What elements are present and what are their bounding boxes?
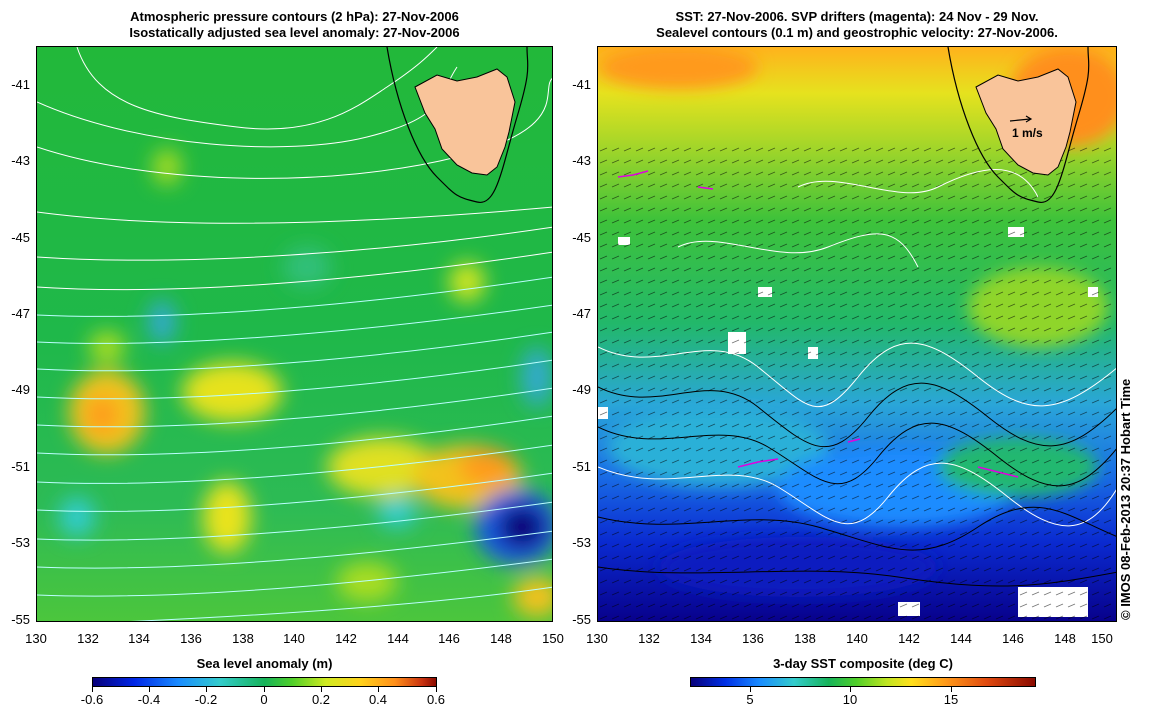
right-colorbar-tick-mark	[951, 687, 952, 692]
right-x-tick: 142	[898, 631, 920, 646]
right-x-tick: 130	[586, 631, 608, 646]
tasmania-land	[414, 68, 516, 176]
left-y-tick: -49	[11, 382, 30, 397]
sst-colorbar	[690, 677, 1036, 687]
left-x-tick: 140	[283, 631, 305, 646]
right-colorbar-tick: 10	[842, 692, 858, 707]
velocity-scale-arrow: 1 m/s	[1009, 115, 1043, 140]
right-title-line2: Sealevel contours (0.1 m) and geostrophi…	[656, 25, 1058, 40]
sea-level-anomaly-map	[36, 46, 553, 622]
left-colorbar-tick-mark	[378, 687, 379, 692]
left-x-tick: 130	[25, 631, 47, 646]
left-x-tick: 138	[232, 631, 254, 646]
left-x-tick: 136	[180, 631, 202, 646]
right-colorbar-tick-mark	[850, 687, 851, 692]
left-y-tick: -55	[11, 612, 30, 627]
right-colorbar-title: 3-day SST composite (deg C)	[773, 656, 953, 671]
left-colorbar-title: Sea level anomaly (m)	[196, 656, 333, 671]
left-title-line2: Isostatically adjusted sea level anomaly…	[129, 25, 460, 40]
right-x-tick: 138	[794, 631, 816, 646]
left-colorbar-tick-mark	[206, 687, 207, 692]
tasmania-coast-contour	[386, 47, 529, 203]
right-title-line1: SST: 27-Nov-2006. SVP drifters (magenta)…	[675, 9, 1039, 24]
right-y-tick: -51	[572, 459, 591, 474]
left-x-tick: 146	[438, 631, 460, 646]
pressure-contours	[37, 47, 552, 621]
left-colorbar-tick: 0.4	[368, 692, 388, 707]
left-colorbar-tick-mark	[264, 687, 265, 692]
right-colorbar-tick: 5	[746, 692, 754, 707]
left-colorbar-tick: 0.2	[311, 692, 331, 707]
left-y-tick: -41	[11, 77, 30, 92]
right-x-tick: 146	[1002, 631, 1024, 646]
right-y-tick: -45	[572, 230, 591, 245]
left-x-tick: 144	[387, 631, 409, 646]
left-y-tick: -43	[11, 153, 30, 168]
right-y-tick: -49	[572, 382, 591, 397]
right-y-tick: -53	[572, 535, 591, 550]
sst-plot: 1 m/s	[598, 47, 1116, 621]
sea-level-anomaly-colorbar	[92, 677, 437, 687]
svp-drifters	[617, 170, 1019, 478]
right-y-tick: -55	[572, 612, 591, 627]
sst-map: 1 m/s	[597, 46, 1117, 622]
left-y-tick: -53	[11, 535, 30, 550]
left-x-tick: 132	[77, 631, 99, 646]
sea-level-anomaly-plot	[37, 47, 552, 621]
left-y-tick: -47	[11, 306, 30, 321]
geostrophic-velocity-arrows	[598, 147, 1116, 621]
right-x-tick: 136	[742, 631, 764, 646]
left-colorbar-tick-mark	[149, 687, 150, 692]
right-y-tick: -41	[572, 77, 591, 92]
left-x-tick: 134	[128, 631, 150, 646]
left-map-title: Atmospheric pressure contours (2 hPa): 2…	[36, 9, 553, 41]
copyright-notice: © IMOS 08-Feb-2013 20:37 Hobart Time	[1118, 378, 1133, 620]
right-x-tick: 150	[1091, 631, 1113, 646]
right-x-tick: 132	[638, 631, 660, 646]
left-colorbar-tick-mark	[436, 687, 437, 692]
left-colorbar-tick: 0.6	[426, 692, 446, 707]
left-y-tick: -45	[11, 230, 30, 245]
left-x-tick: 150	[542, 631, 564, 646]
left-colorbar-tick: -0.2	[194, 692, 218, 707]
left-y-tick: -51	[11, 459, 30, 474]
right-colorbar-tick: 15	[943, 692, 959, 707]
right-x-tick: 134	[690, 631, 712, 646]
right-x-tick: 140	[846, 631, 868, 646]
left-colorbar-tick: -0.6	[80, 692, 104, 707]
left-x-tick: 148	[490, 631, 512, 646]
right-x-tick: 148	[1054, 631, 1076, 646]
right-colorbar-tick-mark	[750, 687, 751, 692]
left-colorbar-tick: -0.4	[137, 692, 161, 707]
right-y-tick: -47	[572, 306, 591, 321]
right-y-tick: -43	[572, 153, 591, 168]
left-x-tick: 142	[335, 631, 357, 646]
left-colorbar-tick: 0	[260, 692, 268, 707]
left-colorbar-tick-mark	[92, 687, 93, 692]
sealevel-contours	[598, 169, 1116, 587]
left-title-line1: Atmospheric pressure contours (2 hPa): 2…	[130, 9, 459, 24]
right-map-title: SST: 27-Nov-2006. SVP drifters (magenta)…	[597, 9, 1117, 41]
scale-arrow-label: 1 m/s	[1012, 126, 1043, 140]
right-x-tick: 144	[950, 631, 972, 646]
left-colorbar-tick-mark	[321, 687, 322, 692]
